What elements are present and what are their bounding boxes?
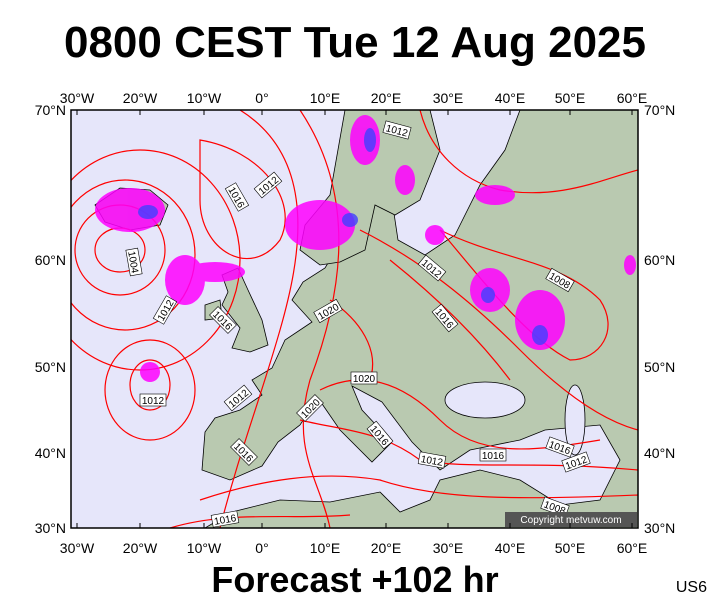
isobar-label: 1016 xyxy=(210,510,240,528)
isobar-label-box xyxy=(366,420,394,450)
title: 0800 CEST Tue 12 Aug 2025 xyxy=(64,18,646,67)
lon-label-top: 40°E xyxy=(495,90,526,106)
lon-label-top: 30°W xyxy=(60,90,95,106)
isobar-label: 1012 xyxy=(417,451,447,469)
isobar-label-box xyxy=(210,510,240,528)
lon-label-bottom: 40°E xyxy=(495,540,526,556)
lon-label-top: 30°E xyxy=(433,90,464,106)
lon-label-bottom: 50°E xyxy=(555,540,586,556)
lat-label-left: 70°N xyxy=(35,102,66,118)
lat-label-left: 50°N xyxy=(35,359,66,375)
lat-label-left: 40°N xyxy=(35,445,66,461)
isobar-label-box xyxy=(431,303,459,333)
lon-label-top: 10°W xyxy=(187,90,222,106)
isobar-label-box xyxy=(125,247,143,277)
lon-label-bottom: 30°W xyxy=(60,540,95,556)
isobar-label-text: 1016 xyxy=(482,451,505,462)
axes: 30°W 30°W 20°W 20°W 10°W 10°W 0° 0° 10°E 10°E 20°E… xyxy=(35,90,676,556)
lon-label-bottom: 20°W xyxy=(123,540,158,556)
isobar-label-box xyxy=(545,436,575,458)
lon-label-bottom: 0° xyxy=(255,540,268,556)
forecast-label: Forecast +102 hr xyxy=(211,559,498,600)
isobar-label-box xyxy=(417,451,447,469)
model-code: US6 xyxy=(676,579,707,596)
isobar-label-box xyxy=(223,384,253,412)
copyright: Copyright metvuw.com xyxy=(520,515,621,526)
isobar-label-box xyxy=(209,306,237,334)
isobar-label-box xyxy=(152,295,178,325)
isobar-label-box xyxy=(224,182,250,212)
isobar-label-box xyxy=(417,254,447,282)
lon-label-top: 20°E xyxy=(371,90,402,106)
lon-label-top: 20°W xyxy=(123,90,158,106)
isobar-label-text: 1012 xyxy=(142,396,165,407)
lon-label-top: 0° xyxy=(255,90,268,106)
isobar-label-box xyxy=(545,267,575,293)
map-frame xyxy=(70,109,639,529)
lon-label-bottom: 20°E xyxy=(371,540,402,556)
isobar-label: 1012 xyxy=(139,393,167,407)
isobar-label: 1016 xyxy=(479,448,507,462)
isobar-label-text: 1016 xyxy=(213,513,237,528)
isobar-label-text: 1012 xyxy=(420,454,444,469)
lon-label-bottom: 10°E xyxy=(310,540,341,556)
isobar-label-box xyxy=(350,371,378,385)
lon-label-bottom: 10°W xyxy=(187,540,222,556)
lon-label-bottom: 30°E xyxy=(433,540,464,556)
isobar-label-box xyxy=(253,171,283,199)
lat-label-left: 60°N xyxy=(35,252,66,268)
isobar-label-text: 1020 xyxy=(353,374,376,385)
isobar-label: 1004 xyxy=(125,247,143,277)
lon-label-top: 10°E xyxy=(310,90,341,106)
isobar-label: 1020 xyxy=(350,371,378,385)
isobar-label-box xyxy=(479,448,507,462)
lon-label-top: 60°E xyxy=(617,90,648,106)
isobar-label-text: 1004 xyxy=(125,250,140,274)
caspian-sea xyxy=(564,384,586,456)
black-sea xyxy=(444,381,526,419)
lat-label-left: 30°N xyxy=(35,520,66,536)
isobar-label-box xyxy=(296,394,324,422)
isobar-label-box xyxy=(139,393,167,407)
isobar-label-box xyxy=(230,438,258,466)
heavy-precipitation xyxy=(138,128,548,345)
isobar-label-box xyxy=(313,298,343,324)
lon-label-bottom: 60°E xyxy=(617,540,648,556)
lat-label-right: 60°N xyxy=(644,252,675,268)
lat-label-right: 30°N xyxy=(644,520,675,536)
isobar-label-box xyxy=(561,451,591,473)
lat-label-right: 40°N xyxy=(644,445,675,461)
lon-label-top: 50°E xyxy=(555,90,586,106)
copyright-box xyxy=(505,512,637,527)
isobar-label-box xyxy=(382,120,412,140)
lat-label-right: 70°N xyxy=(644,102,675,118)
lat-label-right: 50°N xyxy=(644,359,675,375)
